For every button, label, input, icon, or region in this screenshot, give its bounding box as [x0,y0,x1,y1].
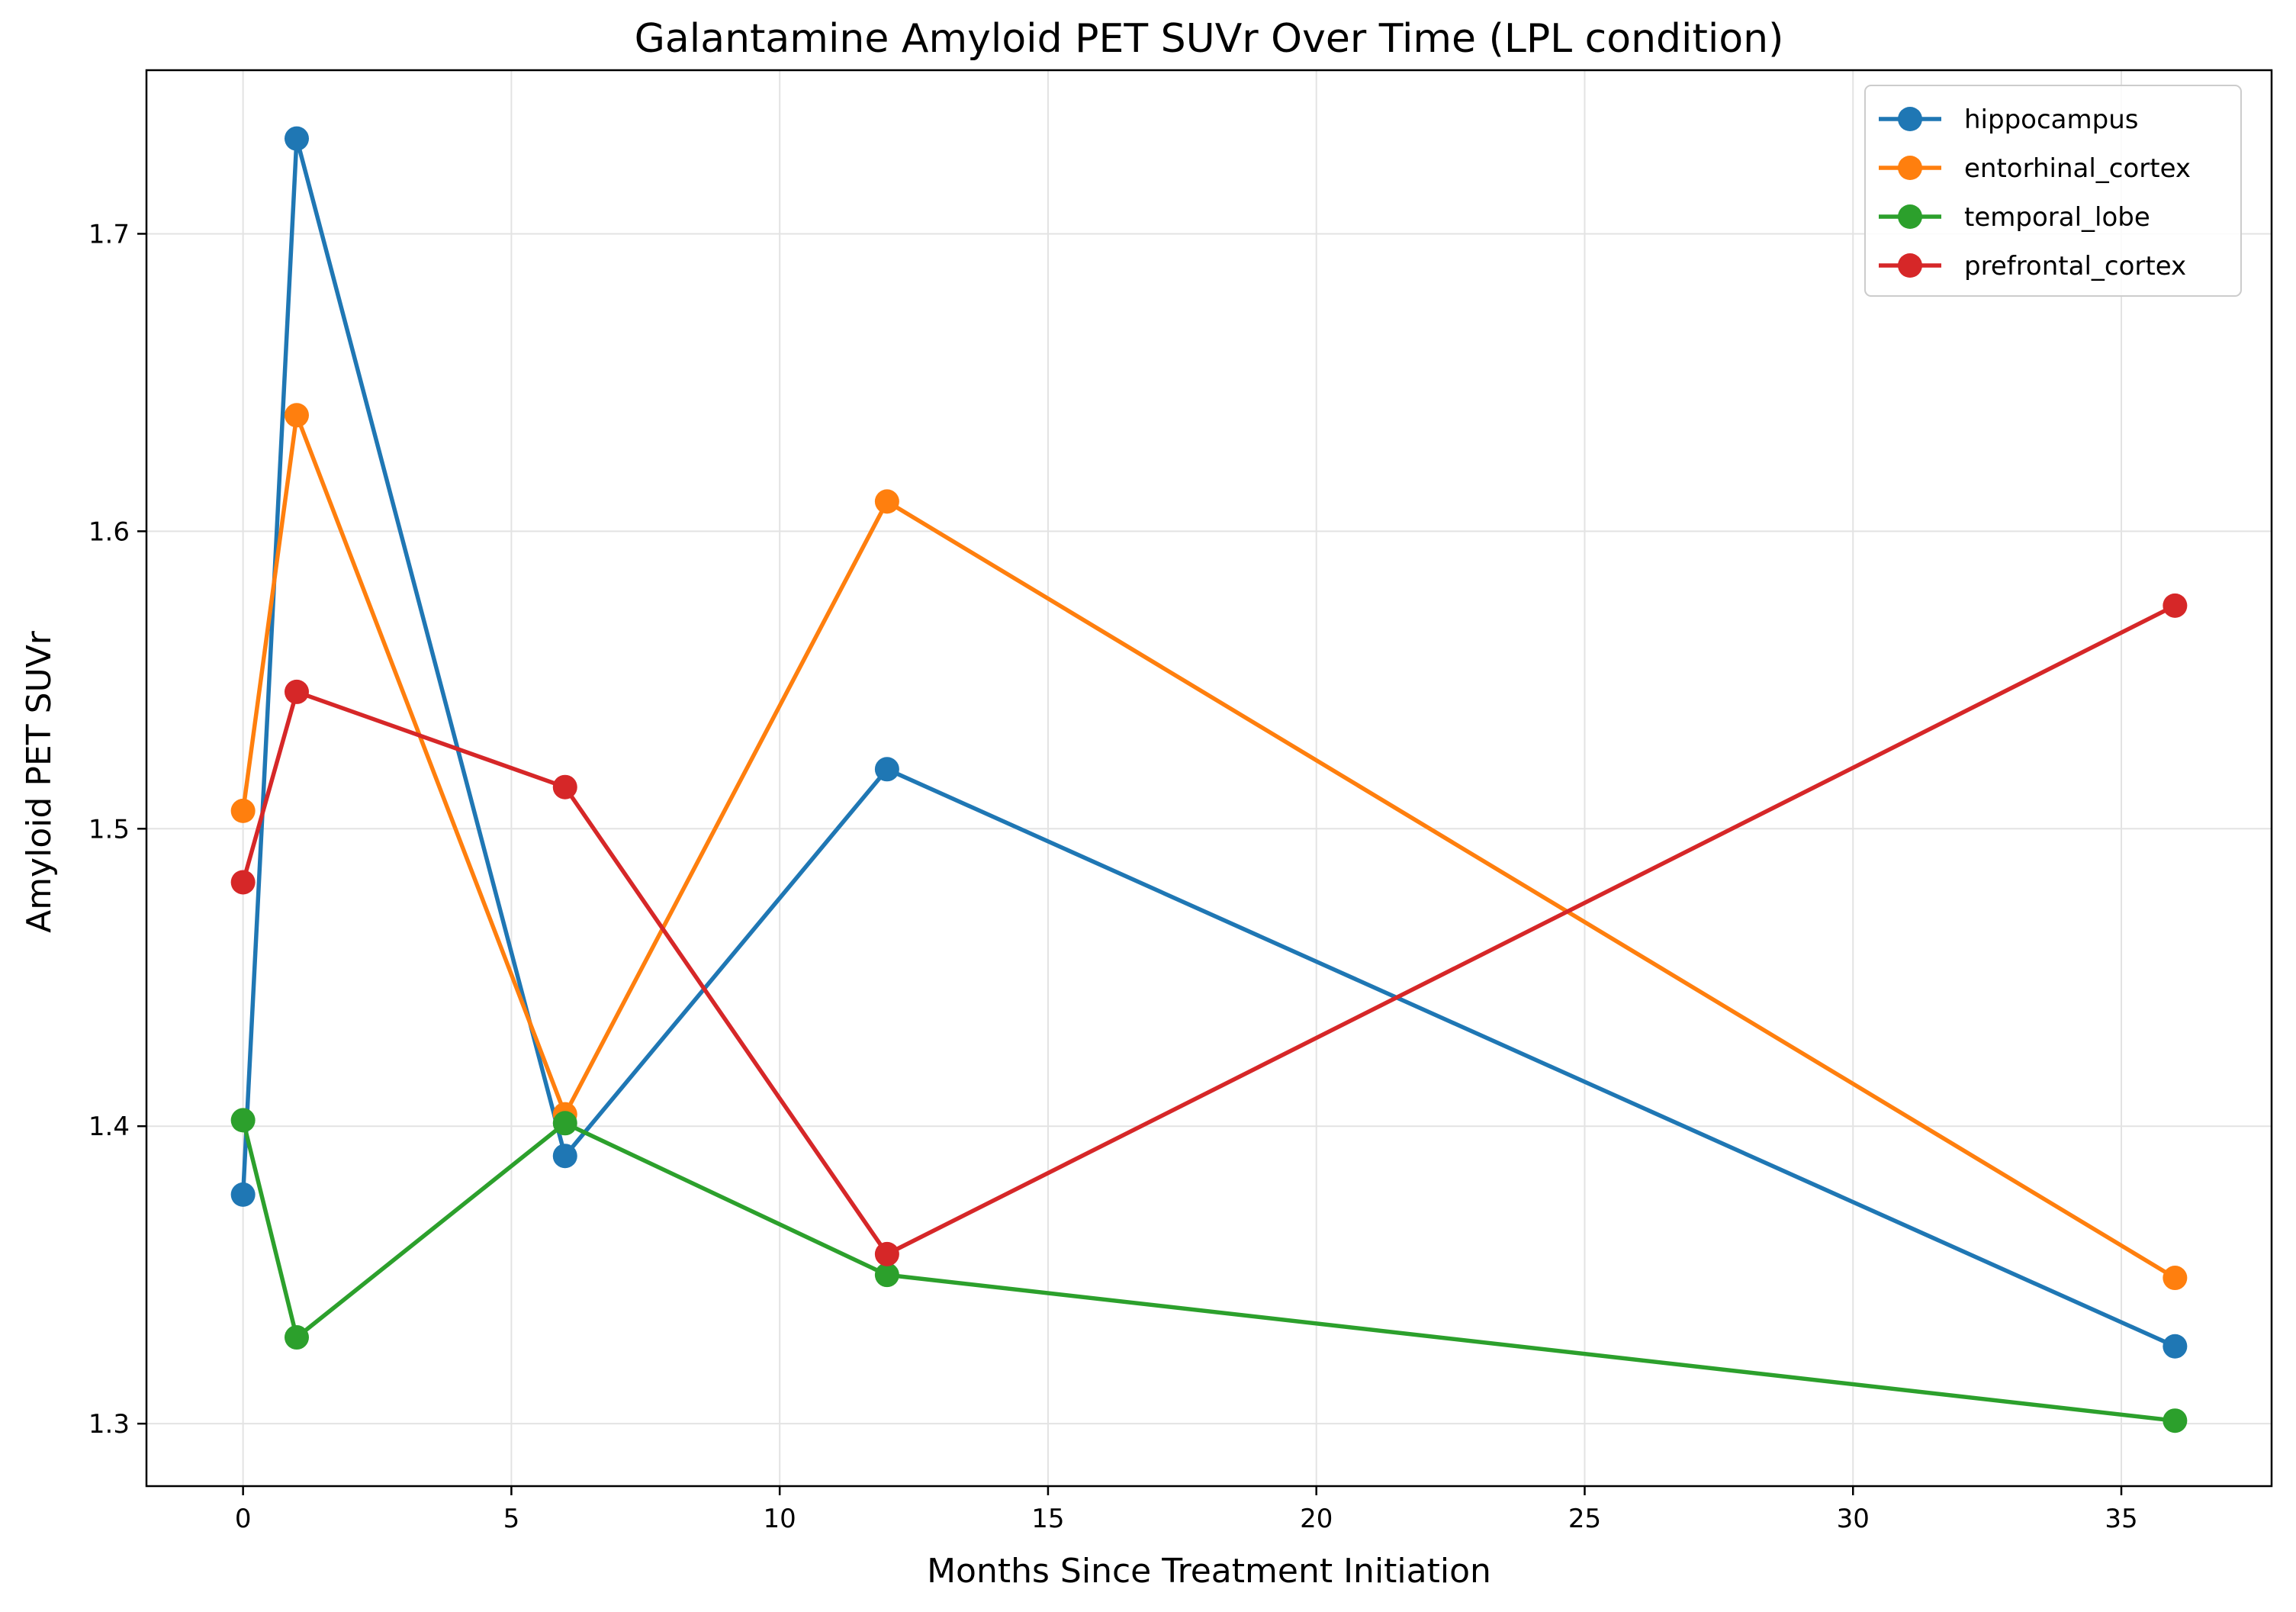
legend-item: temporal_lobe [1879,202,2150,233]
x-tick-label: 35 [2105,1504,2137,1534]
data-point [230,870,256,895]
plot-frame [145,69,2273,1488]
legend-item: entorhinal_cortex [1879,153,2191,184]
legend-item: prefrontal_cortex [1879,251,2186,282]
data-point [230,1182,256,1207]
data-point [874,757,899,782]
legend-item: hippocampus [1879,105,2138,135]
y-tick-label: 1.4 [88,1112,130,1142]
legend-marker [1898,253,1922,278]
data-point [284,126,309,151]
legend: hippocampus entorhinal_cortex temporal_lob… [1864,85,2242,297]
series-layer [230,126,2188,1433]
data-point [2163,593,2188,618]
y-tick-label: 1.3 [88,1409,130,1440]
legend-label: entorhinal_cortex [1964,153,2191,184]
data-point [2163,1408,2188,1433]
x-tick-label: 10 [764,1504,796,1534]
data-point [230,1108,256,1133]
legend-marker [1898,156,1922,180]
data-point [284,1325,309,1350]
legend-marker [1898,107,1922,131]
legend-label: prefrontal_cortex [1964,251,2186,282]
y-tick-label: 1.7 [88,219,130,249]
data-point [552,774,577,800]
data-point [2163,1334,2188,1359]
axis-ticks: 0 5 10 15 20 25 30 35 1.3 1.4 1.5 1.6 1.7 [88,219,2138,1534]
x-tick-label: 0 [235,1504,252,1534]
legend-box [1864,85,2242,297]
x-tick-label: 25 [1568,1504,1601,1534]
data-point [230,798,256,823]
data-point [552,1144,577,1169]
series-prefrontal_cortex [230,593,2188,1266]
x-tick-label: 20 [1300,1504,1333,1534]
y-tick-label: 1.5 [88,814,130,845]
y-tick-label: 1.6 [88,516,130,547]
data-point [284,679,309,704]
x-axis-label: Months Since Treatment Initiation [927,1552,1491,1591]
data-point [284,403,309,428]
data-point [874,1241,899,1266]
chart-title: Galantamine Amyloid PET SUVr Over Time (… [635,16,1784,62]
data-point [2163,1266,2188,1291]
data-point [874,489,899,514]
data-point [552,1111,577,1136]
legend-label: temporal_lobe [1964,202,2150,233]
y-axis-label: Amyloid PET SUVr [20,630,59,933]
legend-label: hippocampus [1964,105,2138,135]
x-tick-label: 30 [1837,1504,1870,1534]
series-hippocampus [230,126,2188,1359]
x-tick-label: 15 [1031,1504,1064,1534]
data-point [874,1263,899,1288]
grid [146,70,2272,1486]
x-tick-label: 5 [503,1504,520,1534]
legend-marker [1898,204,1922,229]
series-temporal_lobe [230,1108,2188,1433]
